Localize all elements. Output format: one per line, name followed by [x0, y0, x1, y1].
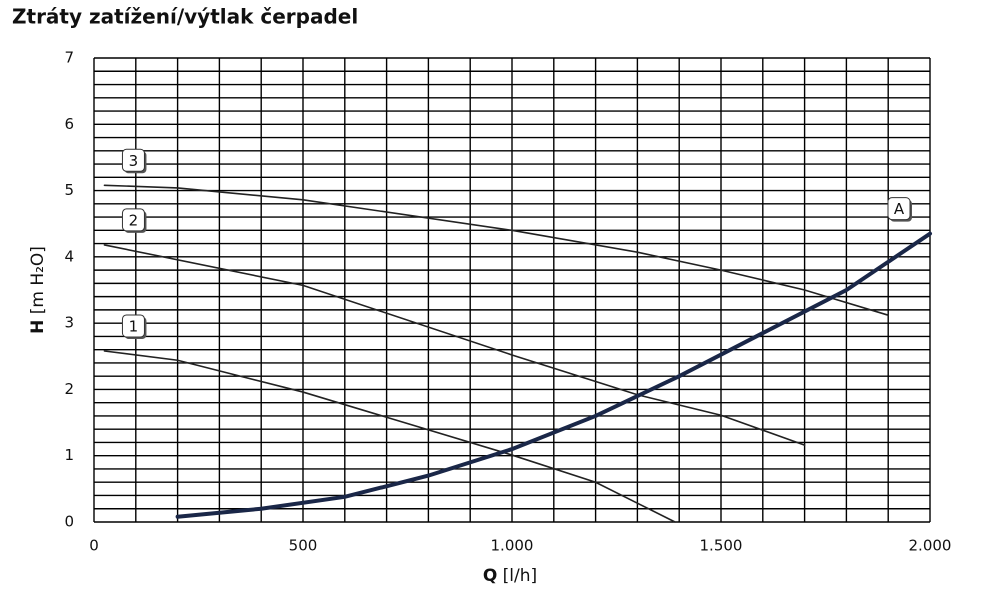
x-axis-symbol: Q: [483, 566, 497, 586]
x-tick-label: 1.000: [491, 537, 534, 555]
y-tick-label: 2: [64, 380, 74, 398]
x-axis-label: Q [l/h]: [483, 566, 537, 586]
series-line: [175, 231, 932, 519]
y-axis-label: H [m H₂O]: [28, 246, 48, 334]
label-box: [121, 208, 145, 232]
x-tick-label: 0: [89, 537, 99, 555]
series-line: [103, 244, 806, 446]
y-tick-label: 6: [64, 115, 74, 133]
x-tick-label: 500: [289, 537, 318, 555]
x-tick-label: 1.500: [700, 537, 743, 555]
y-axis-unit: [m H₂O]: [28, 246, 48, 314]
y-axis-symbol: H: [28, 320, 48, 334]
series-line: [103, 184, 889, 316]
series-label: A: [894, 200, 905, 218]
series-label: 2: [129, 211, 139, 229]
series-label: 3: [129, 152, 139, 170]
y-tick-label: 5: [64, 181, 74, 199]
label-box: [121, 314, 145, 338]
y-tick-label: 7: [64, 49, 74, 67]
y-tick-label: 4: [64, 247, 74, 265]
chart-title: Ztráty zatížení/výtlak čerpadel: [12, 5, 358, 29]
x-axis-unit: [l/h]: [503, 566, 538, 586]
y-tick-label: 3: [64, 314, 74, 332]
y-tick-label: 1: [64, 446, 74, 464]
series-label: 1: [129, 317, 139, 335]
y-tick-label: 0: [64, 513, 74, 531]
series-line: [103, 350, 676, 523]
label-box: [887, 197, 911, 221]
label-box: [121, 148, 145, 172]
x-tick-label: 2.000: [909, 537, 952, 555]
